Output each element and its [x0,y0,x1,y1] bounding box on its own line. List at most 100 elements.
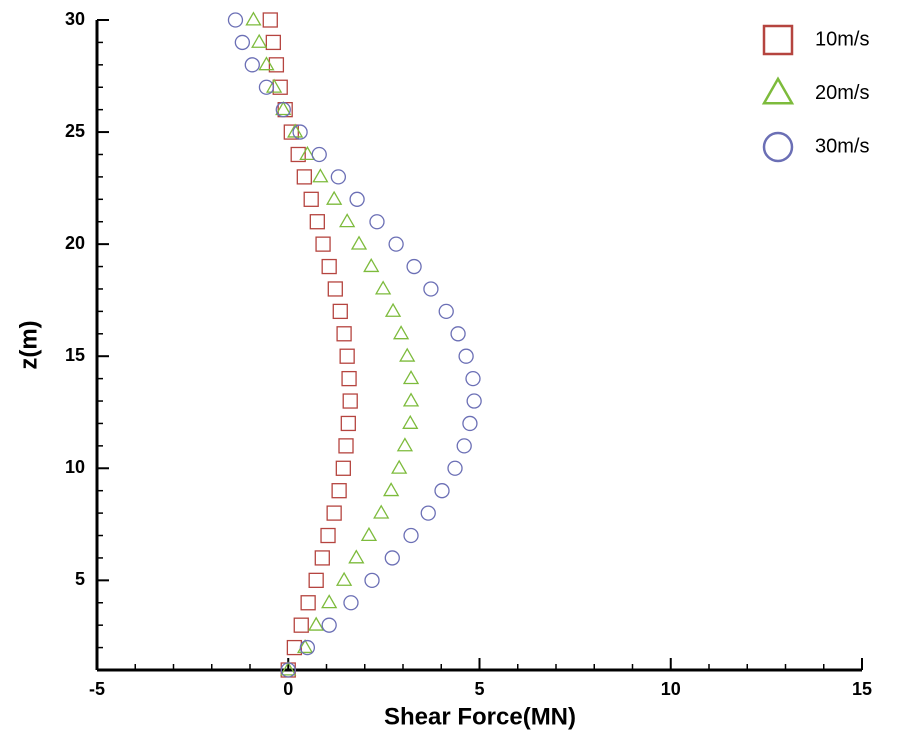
point [438,303,454,320]
x-axis-title: Shear Force(MN) [384,703,576,730]
point [275,102,291,118]
x-tick-label: 10 [661,679,681,699]
point [321,258,337,275]
point [299,145,316,161]
point [343,595,359,611]
y-tick-label: 5 [75,569,85,589]
point [290,146,306,163]
point [335,571,353,586]
point [332,303,348,320]
legend-marker [762,131,794,163]
point [265,78,283,93]
point [402,392,420,407]
point [348,549,365,564]
point [296,638,314,654]
point [268,57,285,73]
point [360,526,378,542]
point [299,639,316,656]
point [406,258,422,275]
point [314,550,330,566]
point [392,325,410,340]
point [396,437,414,452]
x-tick-label: 5 [474,679,484,699]
point [339,213,356,228]
point [300,595,316,611]
point [402,414,419,429]
point [465,370,481,387]
point [349,191,365,207]
y-tick-label: 30 [65,9,85,29]
point [447,460,463,476]
point [331,483,347,499]
legend-label: 30m/s [815,135,869,157]
legend-label: 20m/s [815,82,869,104]
point [336,326,352,342]
point [292,124,308,140]
point [335,460,351,476]
point [399,347,416,362]
point [327,281,343,297]
point [374,280,392,295]
point [296,169,312,185]
point [311,146,327,163]
y-tick-label: 25 [65,121,85,141]
point [258,56,275,71]
point [265,34,281,51]
point [403,527,419,544]
point [383,482,400,497]
point [450,326,466,342]
point [364,572,380,588]
point [262,12,278,28]
point [458,348,474,364]
point [456,438,472,454]
point [309,214,325,230]
point [321,594,338,609]
point [420,505,436,521]
point [369,214,385,230]
point [388,236,404,252]
point [462,415,478,432]
point [312,168,329,183]
y-tick-label: 10 [65,457,85,477]
point [280,661,297,676]
x-tick-label: -5 [89,679,105,699]
point [384,550,400,566]
x-tick-label: 0 [283,679,293,699]
point [384,302,402,317]
point [339,348,355,364]
y-axis-title: z(m) [15,320,42,369]
y-tick-label: 20 [65,233,85,253]
x-tick-label: 15 [852,679,872,699]
point [373,504,390,519]
point [466,393,482,409]
point [341,370,357,387]
point [227,12,244,28]
point [338,438,354,454]
point [308,616,325,631]
legend-label: 10m/s [815,28,869,50]
point [402,370,420,385]
point [303,191,319,207]
point [280,662,296,678]
point [258,79,275,95]
legend-marker [762,24,794,56]
point [326,505,342,521]
point [283,124,299,140]
point [321,617,337,633]
y-tick-label: 15 [65,345,85,365]
point [340,415,356,432]
point [423,281,439,297]
point [391,459,408,474]
point [342,393,358,409]
point [363,257,380,273]
point [434,483,450,499]
legend-marker [761,76,795,105]
point [234,34,251,51]
point [251,33,268,48]
point [330,169,347,185]
point [315,236,331,252]
point [293,617,309,633]
point [245,11,262,26]
point [275,101,292,116]
